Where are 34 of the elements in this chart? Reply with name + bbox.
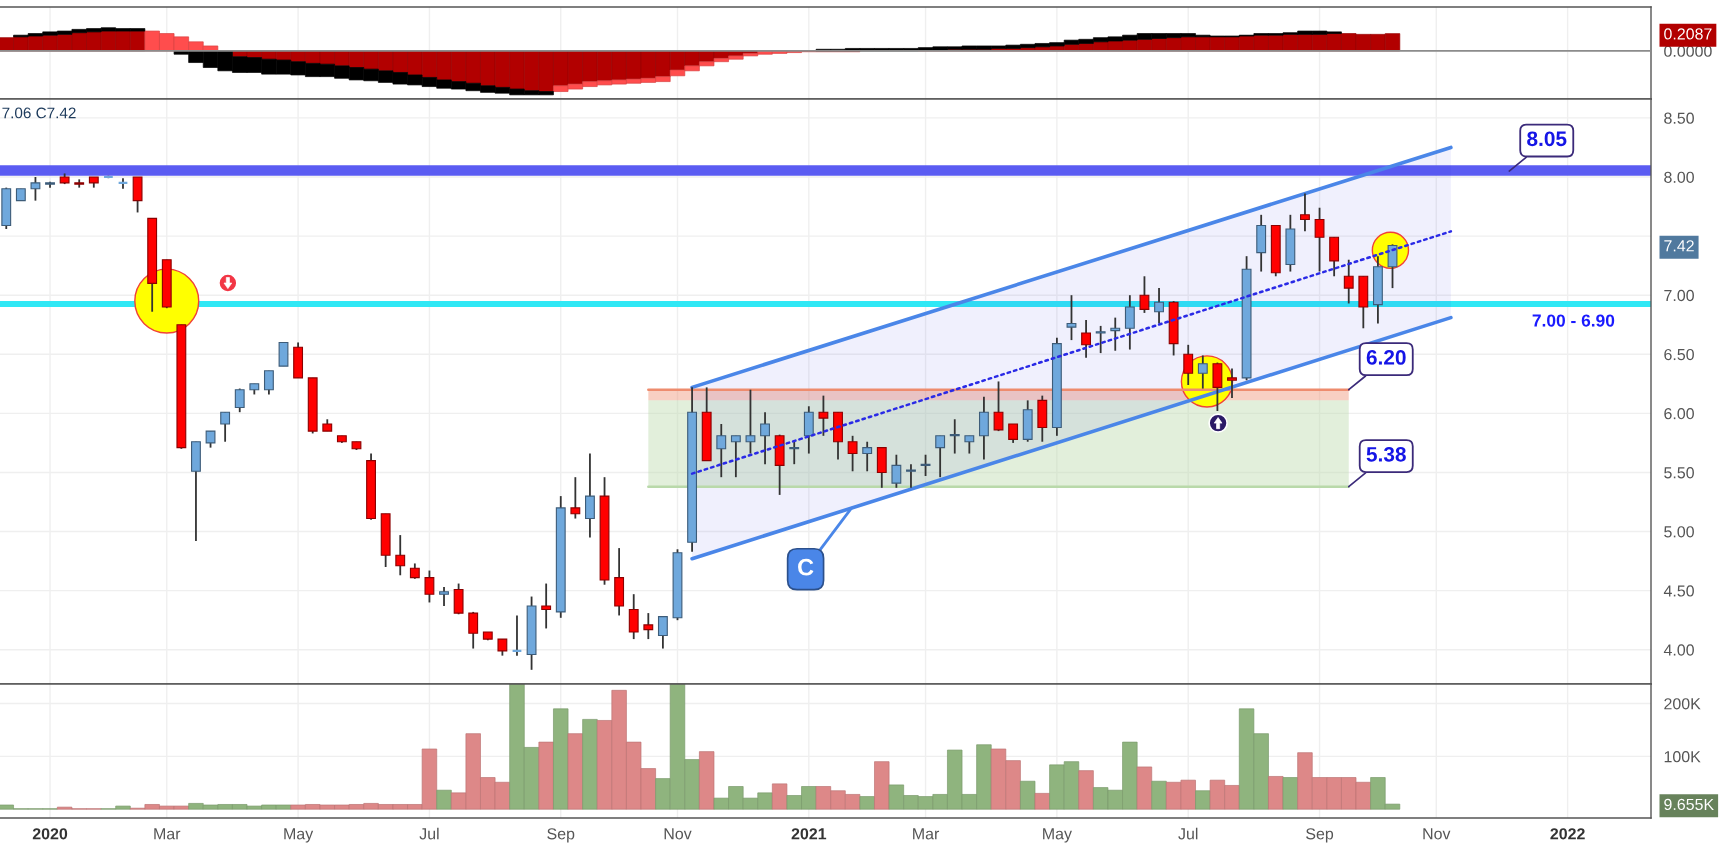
x-tick-label: May	[284, 828, 314, 843]
y-tick-label: 200K	[1664, 698, 1701, 710]
x-tick-label: Nov	[1423, 828, 1451, 840]
y-tick-label: 4.00	[1663, 644, 1694, 656]
y-tick-label: 5.00	[1664, 526, 1694, 538]
x-tick-label: 2022	[1550, 828, 1585, 840]
y-tick-label: 8.00	[1664, 171, 1694, 183]
y-tick-label: 8.50	[1664, 112, 1694, 124]
annotation: 8.05	[1527, 131, 1567, 147]
x-tick-label: Sep	[1306, 828, 1334, 843]
y-tick-label: 6.50	[1664, 348, 1694, 361]
annotation: 6.20	[1366, 350, 1406, 365]
x-tick-label: Mar	[913, 828, 940, 840]
band-label: 7.00 - 6.90	[1532, 314, 1615, 327]
y-tick-label: 7.00	[1664, 289, 1694, 302]
x-tick-label: Nov	[664, 828, 692, 840]
x-tick-label: Mar	[154, 828, 181, 840]
x-tick-label: 2020	[32, 828, 68, 840]
x-tick-label: Jul	[1178, 827, 1198, 840]
annotation: 7.06 C7.42	[2, 107, 76, 119]
x-tick-label: Jul	[419, 827, 439, 840]
y-tick-label: 100K	[1664, 751, 1701, 763]
y-tick-label: 9.655K	[1664, 798, 1714, 811]
y-tick-label: 5.50	[1664, 467, 1694, 479]
x-tick-label: Sep	[547, 828, 575, 843]
y-tick-label: 7.42	[1664, 240, 1694, 252]
x-tick-label: May	[1043, 828, 1072, 843]
y-tick-label: 4.50	[1663, 585, 1694, 597]
y-tick-label: 0.0000	[1664, 45, 1712, 57]
x-tick-label: 2021	[791, 828, 827, 840]
annotation: 5.38	[1366, 446, 1406, 462]
legend-label: C	[798, 558, 814, 576]
y-tick-label: 0.2087	[1664, 28, 1712, 40]
y-tick-label: 6.00	[1664, 408, 1694, 420]
